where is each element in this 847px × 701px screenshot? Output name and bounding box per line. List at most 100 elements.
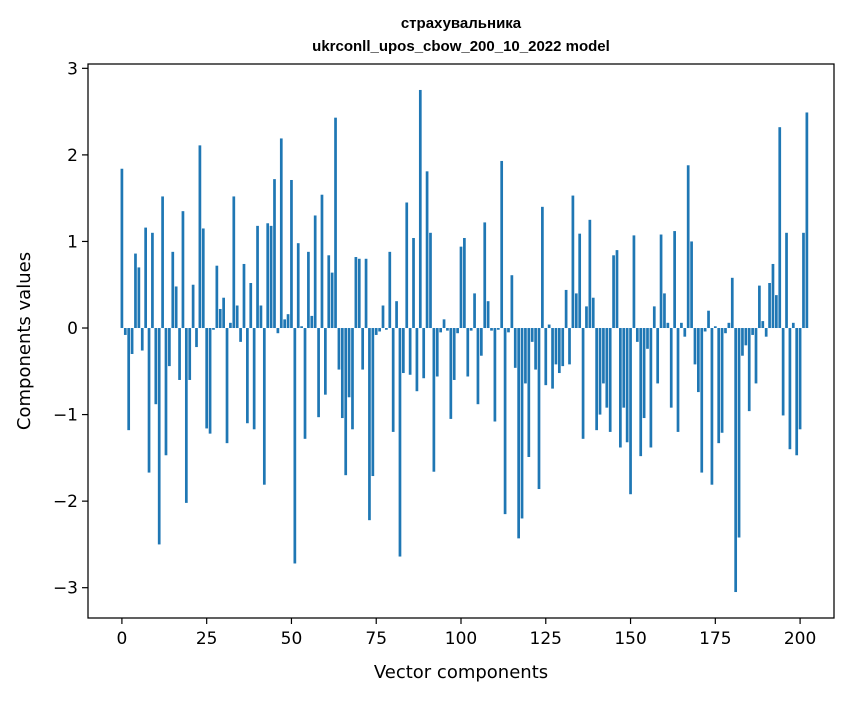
bar-107: [483, 222, 487, 329]
bar-128: [554, 328, 558, 365]
x-tick-label-175: 175: [699, 629, 731, 649]
bar-199: [795, 328, 799, 456]
bar-74: [371, 328, 375, 477]
bar-29: [218, 308, 222, 329]
bar-150: [629, 328, 632, 495]
bar-97: [449, 328, 453, 419]
bar-12: [161, 196, 164, 329]
bar-38: [249, 283, 253, 329]
bar-16: [174, 286, 178, 329]
bar-10: [154, 328, 158, 405]
bar-181: [734, 328, 738, 593]
bar-91: [429, 232, 432, 329]
bar-178: [724, 328, 727, 334]
bar-172: [703, 328, 707, 332]
bar-114: [507, 328, 510, 333]
bar-189: [761, 321, 765, 329]
bar-137: [585, 306, 588, 329]
bar-17: [178, 328, 181, 380]
bar-70: [357, 258, 361, 329]
bar-141: [598, 328, 602, 415]
bar-171: [700, 328, 704, 473]
bar-134: [574, 293, 578, 329]
bar-18: [181, 211, 185, 329]
bar-26: [208, 328, 212, 434]
bar-40: [256, 225, 259, 329]
bar-197: [788, 328, 792, 450]
bar-110: [493, 328, 497, 422]
x-axis-label: Vector components: [374, 662, 548, 683]
bar-65: [340, 328, 344, 419]
bar-58: [317, 328, 320, 418]
bar-167: [686, 165, 690, 329]
bar-156: [649, 328, 653, 448]
bar-191: [768, 283, 771, 329]
y-tick-label-2: 2: [67, 146, 78, 166]
bar-148: [622, 328, 626, 408]
bar-183: [741, 328, 744, 356]
bar-121: [530, 328, 534, 342]
bar-131: [564, 289, 568, 329]
bar-45: [273, 179, 276, 329]
x-tick-label-25: 25: [196, 629, 218, 649]
bar-82: [398, 328, 402, 557]
x-tick-label-50: 50: [281, 629, 303, 649]
bar-60: [324, 328, 327, 395]
bar-63: [334, 117, 337, 329]
bar-133: [571, 195, 575, 329]
bar-135: [578, 233, 582, 329]
y-tick-label-1: 1: [67, 232, 78, 252]
bar-50: [290, 179, 293, 329]
bar-169: [693, 328, 697, 365]
bar-41: [259, 305, 263, 329]
bar-24: [201, 228, 205, 329]
bar-61: [327, 255, 331, 329]
bar-55: [307, 251, 310, 329]
bar-86: [412, 237, 415, 329]
bar-115: [510, 275, 514, 329]
bar-53: [300, 326, 303, 329]
y-tick-label-0: 0: [67, 319, 78, 339]
bar-87: [415, 328, 419, 392]
bar-72: [364, 258, 368, 329]
bar-69: [354, 257, 358, 329]
bar-116: [513, 328, 517, 368]
bar-62: [330, 272, 334, 329]
bar-67: [347, 328, 351, 398]
bar-108: [486, 301, 490, 329]
bar-85: [408, 328, 412, 375]
bar-71: [361, 328, 365, 370]
bar-119: [524, 328, 527, 384]
bar-66: [344, 328, 348, 476]
bars-layer: [120, 89, 809, 593]
bar-170: [697, 328, 700, 393]
bar-84: [405, 202, 409, 329]
bar-101: [463, 237, 466, 329]
bar-56: [310, 315, 314, 329]
bar-129: [557, 328, 561, 374]
bar-25: [205, 328, 209, 429]
bar-111: [496, 328, 500, 330]
bar-185: [747, 328, 751, 412]
bar-113: [503, 328, 507, 515]
bar-88: [418, 89, 422, 329]
bar-96: [446, 328, 449, 331]
bar-175: [713, 326, 717, 329]
bar-92: [432, 328, 436, 472]
bar-8: [147, 328, 151, 473]
bar-28: [215, 265, 219, 329]
bar-99: [456, 328, 459, 334]
bar-78: [385, 328, 388, 330]
bar-42: [262, 328, 266, 485]
bar-138: [588, 219, 592, 329]
bar-35: [239, 328, 242, 342]
bar-154: [642, 328, 646, 419]
bar-152: [635, 328, 639, 342]
y-tick-label--3: −3: [53, 579, 78, 599]
bar-51: [293, 328, 297, 564]
bar-57: [313, 215, 317, 329]
bar-77: [381, 305, 385, 329]
bar-54: [303, 328, 307, 439]
bar-145: [612, 255, 615, 329]
